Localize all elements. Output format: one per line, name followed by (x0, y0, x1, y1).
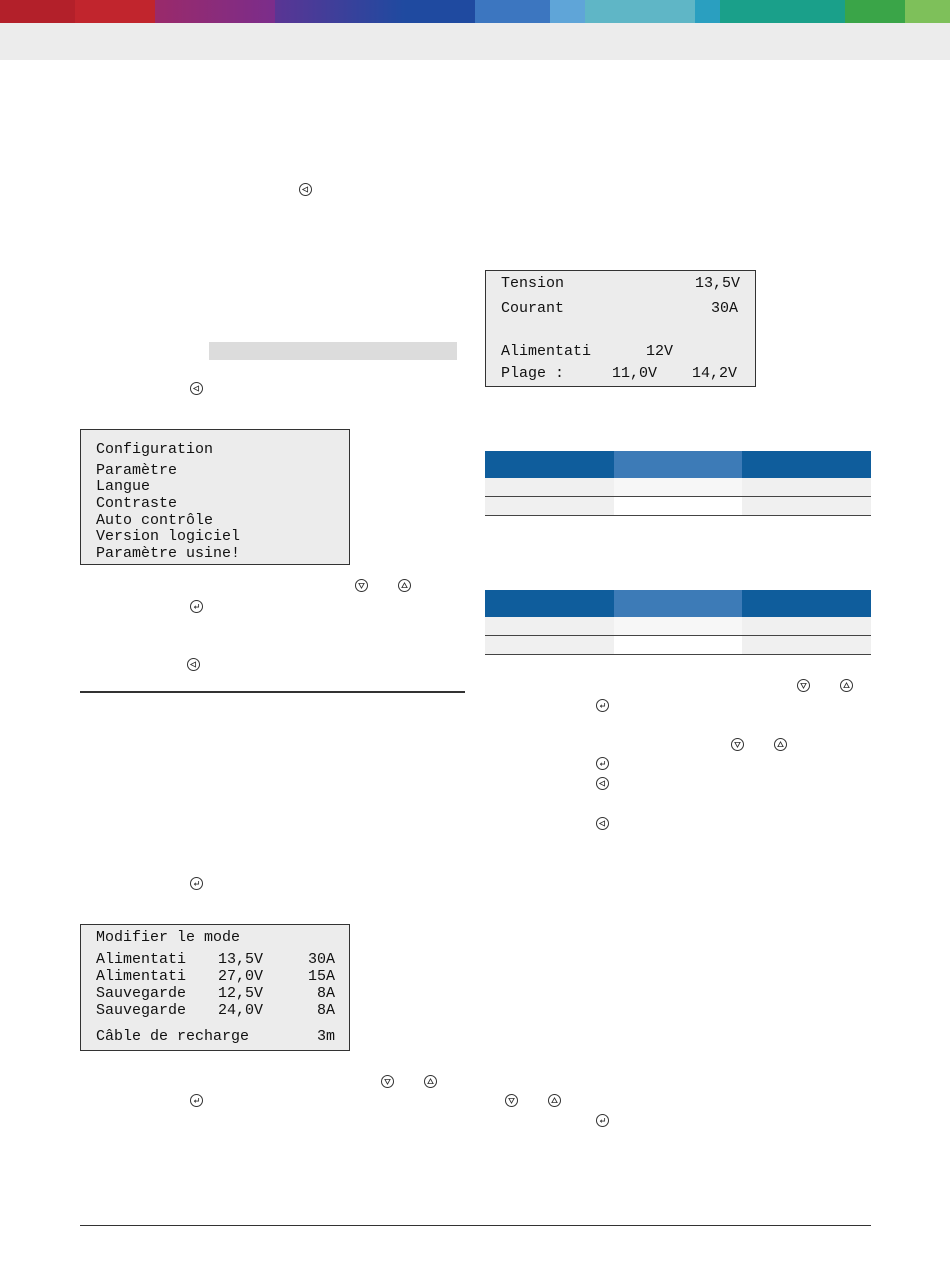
mode-current: 15A (307, 968, 335, 985)
table-header-cell (485, 590, 614, 617)
lcd-configuration-screen: Configuration Paramètre Langue Contraste… (80, 429, 350, 565)
table-cell (485, 635, 614, 655)
mode-voltage: 12,5V (218, 985, 264, 1002)
table-cell (485, 478, 614, 497)
back-key-icon (596, 777, 609, 790)
back-key-icon (190, 382, 203, 395)
mode-name: Alimentati (96, 951, 187, 968)
enter-key-icon (596, 757, 609, 770)
tension-label: Tension (501, 275, 565, 292)
table-cell (485, 496, 614, 516)
lcd-title: Modifier le mode (96, 929, 241, 946)
down-key-icon (355, 579, 368, 592)
table-cell (613, 635, 743, 655)
table-cell (613, 478, 743, 497)
enter-key-icon (596, 1114, 609, 1127)
up-key-icon (398, 579, 411, 592)
plage-min: 11,0V (612, 365, 658, 382)
menu-item: Paramètre (96, 462, 178, 479)
lcd-mode-screen: Modifier le mode Alimentati 13,5V 30A Al… (80, 924, 350, 1051)
mode-current: 30A (307, 951, 335, 968)
down-key-icon (381, 1075, 394, 1088)
table-row (485, 496, 871, 516)
plage-max: 14,2V (692, 365, 738, 382)
menu-item: Version logiciel (96, 528, 241, 545)
table-cell (485, 617, 614, 636)
courant-value: 30A (710, 300, 738, 317)
enter-key-icon (190, 600, 203, 613)
table-header-cell (742, 451, 871, 478)
table-header-cell (613, 451, 743, 478)
back-key-icon (299, 183, 312, 196)
up-key-icon (840, 679, 853, 692)
back-key-icon (187, 658, 200, 671)
menu-item: Langue (96, 478, 151, 495)
highlight-bar (209, 342, 457, 360)
table-cell (613, 496, 743, 516)
enter-key-icon (190, 1094, 203, 1107)
cable-label: Câble de recharge (96, 1028, 250, 1045)
mode-name: Sauvegarde (96, 985, 187, 1002)
data-table (485, 590, 871, 655)
plage-label: Plage : (501, 365, 565, 382)
table-cell (613, 617, 743, 636)
menu-item: Auto contrôle (96, 512, 214, 529)
footer-divider (80, 1225, 871, 1226)
enter-key-icon (190, 877, 203, 890)
menu-item: Contraste (96, 495, 178, 512)
mode-value: 12V (646, 343, 674, 360)
mode-current: 8A (316, 985, 335, 1002)
mode-voltage: 24,0V (218, 1002, 264, 1019)
mode-voltage: 27,0V (218, 968, 264, 985)
down-key-icon (505, 1094, 518, 1107)
table-cell (742, 617, 871, 636)
table-cell (742, 496, 871, 516)
table-cell (742, 478, 871, 497)
data-table (485, 451, 871, 516)
up-key-icon (548, 1094, 561, 1107)
table-header-row (485, 590, 871, 617)
up-key-icon (774, 738, 787, 751)
table-header-row (485, 451, 871, 478)
up-key-icon (424, 1075, 437, 1088)
mode-label: Alimentati (501, 343, 592, 360)
enter-key-icon (596, 699, 609, 712)
table-header-cell (613, 590, 743, 617)
lcd-status-screen: Tension 13,5V Courant 30A Alimentati 12V… (485, 270, 756, 387)
lcd-title: Configuration (96, 441, 214, 458)
mode-voltage: 13,5V (218, 951, 264, 968)
header-band (0, 23, 950, 60)
mode-current: 8A (316, 1002, 335, 1019)
down-key-icon (797, 679, 810, 692)
courant-label: Courant (501, 300, 565, 317)
table-row (485, 635, 871, 655)
tension-value: 13,5V (694, 275, 740, 292)
table-header-cell (742, 590, 871, 617)
mode-name: Sauvegarde (96, 1002, 187, 1019)
menu-item: Paramètre usine! (96, 545, 241, 562)
table-row (485, 617, 871, 636)
mode-name: Alimentati (96, 968, 187, 985)
section-divider (80, 691, 465, 693)
table-header-cell (485, 451, 614, 478)
table-row (485, 478, 871, 497)
cable-value: 3m (316, 1028, 335, 1045)
table-cell (742, 635, 871, 655)
down-key-icon (731, 738, 744, 751)
back-key-icon (596, 817, 609, 830)
brand-color-strip (0, 0, 950, 23)
